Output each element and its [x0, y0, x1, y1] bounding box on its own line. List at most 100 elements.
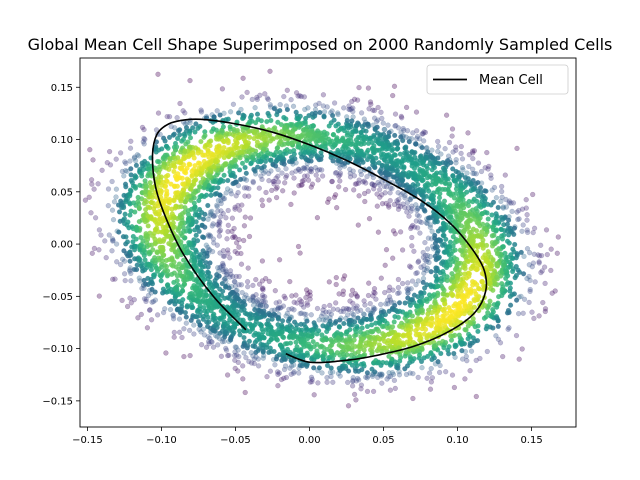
scatter-point: [366, 106, 372, 112]
scatter-point: [387, 190, 393, 196]
scatter-point: [308, 169, 315, 175]
scatter-point: [486, 163, 492, 170]
scatter-point: [378, 109, 384, 115]
scatter-point: [424, 258, 430, 265]
scatter-point: [425, 235, 432, 241]
scatter-point: [393, 307, 399, 314]
scatter-point: [415, 205, 421, 211]
scatter-point: [386, 288, 392, 294]
scatter-point: [237, 149, 243, 155]
scatter-point: [140, 238, 146, 244]
scatter-point: [122, 277, 128, 284]
scatter-point: [474, 242, 480, 249]
scatter-point: [358, 171, 364, 178]
scatter-point: [200, 152, 206, 158]
scatter-point: [473, 228, 480, 234]
scatter-point: [429, 375, 436, 381]
scatter-point: [192, 285, 198, 291]
scatter-point: [399, 280, 406, 287]
scatter-point: [405, 327, 412, 333]
scatter-point: [466, 198, 472, 205]
scatter-point: [213, 322, 219, 328]
scatter-point: [410, 222, 416, 229]
scatter-point: [206, 173, 212, 179]
scatter-point: [253, 120, 259, 126]
scatter-point: [385, 122, 391, 128]
x-tick-label: −0.15: [72, 435, 103, 446]
scatter-point: [352, 181, 359, 187]
scatter-point: [241, 113, 247, 119]
scatter-point: [471, 304, 478, 310]
scatter-point: [217, 219, 223, 226]
scatter-point: [356, 377, 362, 383]
scatter-point: [147, 205, 153, 211]
scatter-point: [121, 192, 127, 199]
scatter-point: [409, 278, 416, 284]
scatter-point: [106, 148, 113, 155]
scatter-point: [540, 299, 546, 306]
scatter-point: [409, 234, 415, 241]
scatter-point: [199, 234, 206, 240]
scatter-point: [247, 119, 253, 125]
scatter-point: [353, 397, 359, 403]
scatter-point: [164, 152, 170, 158]
scatter-point: [390, 287, 396, 293]
scatter-point: [260, 310, 266, 316]
scatter-point: [435, 138, 441, 145]
scatter-point: [389, 154, 395, 160]
scatter-point: [378, 275, 384, 281]
scatter-point: [438, 260, 445, 267]
scatter-point: [499, 188, 505, 195]
scatter-point: [392, 385, 398, 392]
scatter-point: [284, 106, 291, 113]
scatter-point: [208, 167, 214, 174]
scatter-point: [136, 218, 142, 225]
scatter-point: [303, 324, 309, 330]
scatter-point: [392, 359, 398, 365]
scatter-point: [302, 149, 308, 155]
scatter-point: [486, 302, 492, 308]
scatter-point: [180, 136, 187, 143]
scatter-point: [260, 355, 266, 361]
scatter-point: [260, 329, 266, 335]
scatter-point: [333, 300, 339, 306]
scatter-point: [396, 196, 402, 203]
scatter-point: [403, 104, 410, 111]
scatter-point: [324, 362, 331, 369]
scatter-point: [483, 242, 490, 249]
scatter-point: [224, 372, 231, 378]
scatter-point: [373, 118, 380, 125]
scatter-point: [462, 326, 468, 333]
scatter-point: [225, 116, 231, 122]
scatter-point: [276, 299, 283, 305]
scatter-point: [253, 354, 259, 360]
scatter-point: [136, 153, 142, 159]
scatter-point: [235, 368, 241, 374]
scatter-point: [277, 101, 283, 108]
scatter-point: [98, 232, 104, 238]
scatter-point: [483, 258, 489, 264]
scatter-point: [406, 139, 412, 145]
scatter-point: [241, 185, 248, 191]
scatter-point: [333, 169, 340, 176]
scatter-point: [370, 373, 376, 380]
scatter-point: [439, 201, 446, 208]
scatter-point: [465, 336, 471, 342]
scatter-point: [216, 144, 223, 150]
scatter-point: [301, 173, 308, 179]
scatter-point: [418, 175, 424, 181]
scatter-point: [448, 333, 454, 339]
scatter-point: [284, 326, 290, 333]
scatter-point: [310, 123, 317, 129]
scatter-point: [459, 164, 466, 171]
scatter-point: [220, 196, 226, 202]
scatter-point: [468, 187, 474, 194]
scatter-point: [442, 339, 449, 346]
scatter-point: [327, 139, 333, 145]
scatter-point: [142, 281, 149, 287]
scatter-point: [155, 203, 161, 209]
scatter-point: [227, 124, 233, 130]
scatter-point: [90, 157, 96, 163]
scatter-point: [335, 128, 341, 134]
scatter-point: [499, 194, 505, 200]
